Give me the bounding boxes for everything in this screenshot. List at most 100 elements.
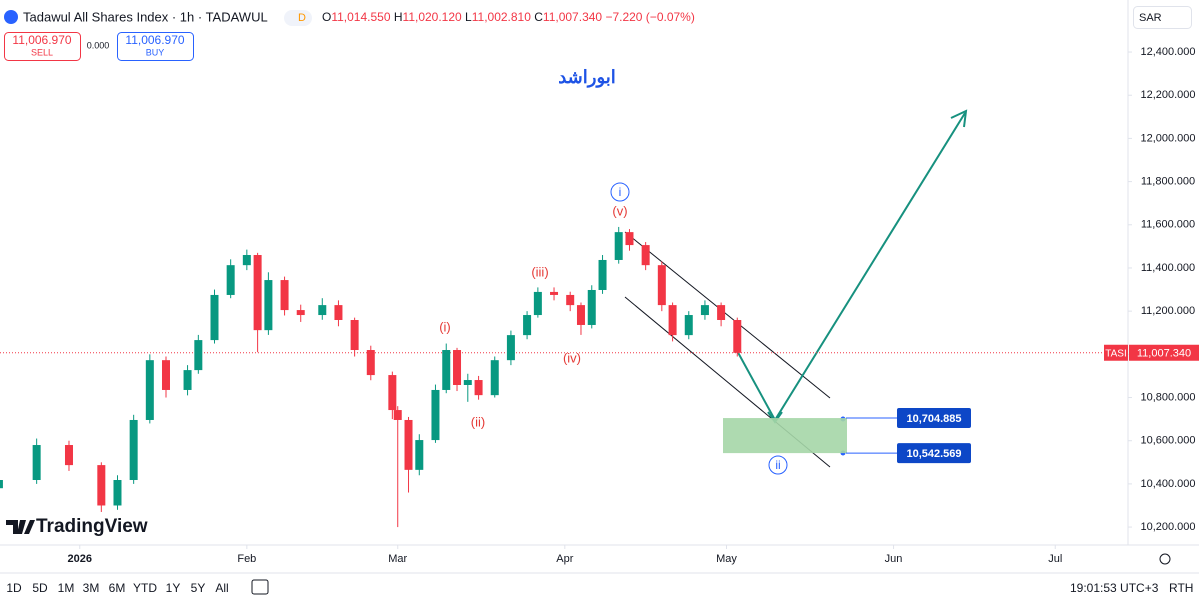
- candle-body: [587, 289, 596, 325]
- wave-label[interactable]: (iv): [563, 350, 581, 365]
- y-tick-label: 12,400.000: [1140, 46, 1195, 58]
- candle-body: [453, 350, 462, 385]
- ohlc-value: 11,014.550: [331, 10, 390, 24]
- y-tick-label: 12,200.000: [1140, 89, 1195, 101]
- ohlc: O11,014.550 H11,020.120 L11,002.810 C11,…: [322, 10, 695, 24]
- candle-body: [0, 480, 3, 489]
- x-tick-label: Apr: [556, 553, 573, 565]
- symbol-tag: TASI: [1105, 348, 1126, 359]
- ohlc-key: C: [534, 10, 543, 24]
- range-button[interactable]: 3M: [83, 581, 100, 595]
- candle-body: [183, 370, 192, 390]
- candle-body: [490, 360, 499, 396]
- candle-body: [253, 255, 262, 331]
- candle-body: [242, 255, 251, 266]
- candle-body: [474, 380, 483, 396]
- candle-body: [614, 232, 623, 260]
- y-tick-label: 10,600.000: [1140, 435, 1195, 447]
- x-tick-label: 2026: [68, 553, 92, 565]
- range-button[interactable]: 5Y: [191, 581, 206, 595]
- level-label-bg: [897, 443, 971, 464]
- author-label: ابوراشد: [558, 67, 616, 88]
- candle-body: [550, 291, 559, 295]
- channel-line[interactable]: [624, 231, 831, 399]
- buy-label: BUY: [146, 47, 165, 57]
- range-button[interactable]: 1D: [6, 581, 22, 595]
- candle-body: [129, 419, 138, 481]
- wave-circle: [610, 182, 630, 202]
- candle-body: [700, 305, 709, 316]
- sell-label: SELL: [31, 47, 53, 57]
- y-tick-label: 11,400.000: [1141, 262, 1195, 274]
- candle-body: [523, 315, 532, 336]
- wave-label[interactable]: (iii): [531, 264, 548, 279]
- wave-label[interactable]: (ii): [471, 414, 485, 429]
- candle-body: [625, 232, 634, 246]
- wave-label[interactable]: (i): [439, 319, 451, 334]
- wave-circle-label: ii: [775, 458, 780, 472]
- range-button[interactable]: YTD: [133, 581, 157, 595]
- candle-body: [717, 305, 726, 321]
- y-tick-label: 12,000.000: [1140, 132, 1195, 144]
- candle-body: [431, 389, 440, 441]
- session[interactable]: RTH: [1169, 581, 1193, 595]
- sell-button[interactable]: [4, 32, 81, 61]
- change: −7.220 (−0.07%): [605, 10, 694, 24]
- candle-body: [161, 360, 170, 390]
- candle-body: [296, 310, 305, 316]
- clock: 19:01:53 UTC+3: [1070, 581, 1159, 595]
- range-button[interactable]: 1Y: [166, 581, 181, 595]
- ohlc-key: O: [322, 10, 331, 24]
- target-zone: [723, 418, 847, 454]
- candle-body: [415, 440, 424, 470]
- candle-body: [113, 480, 122, 506]
- candle-body: [463, 380, 472, 385]
- range-button[interactable]: 5D: [32, 581, 48, 595]
- candle-body: [280, 280, 289, 311]
- candle-body: [350, 320, 359, 351]
- date-range-icon[interactable]: [251, 579, 269, 595]
- range-button[interactable]: 1M: [58, 581, 75, 595]
- settings-icon[interactable]: [1159, 553, 1171, 565]
- ohlc-value: 11,020.120: [403, 10, 462, 24]
- y-tick-label: 11,800.000: [1141, 176, 1195, 188]
- candle-body: [226, 265, 235, 295]
- candle-body: [657, 265, 666, 306]
- currency: SAR: [1139, 12, 1162, 24]
- candle-body: [684, 315, 693, 336]
- buy-button[interactable]: [117, 32, 194, 61]
- wave-circle: [768, 455, 788, 475]
- candle-body: [97, 465, 106, 506]
- symbol-logo: [4, 10, 18, 24]
- symbol-title[interactable]: Tadawul All Shares Index · 1h · TADAWUL: [23, 9, 268, 24]
- range-button[interactable]: 6M: [109, 581, 126, 595]
- candle-body: [506, 335, 515, 361]
- watermark-logo: [6, 520, 35, 534]
- y-tick-label: 10,200.000: [1140, 521, 1195, 533]
- level-label-bg: [897, 408, 971, 429]
- y-tick-label: 11,600.000: [1141, 219, 1195, 231]
- y-tick-label: 11,200.000: [1141, 305, 1195, 317]
- candle-body: [210, 294, 219, 341]
- candle-body: [32, 445, 41, 481]
- range-button[interactable]: All: [215, 581, 228, 595]
- candle-body: [318, 305, 327, 316]
- candle-body: [668, 305, 677, 336]
- candle-body: [194, 340, 203, 371]
- candle-body: [64, 445, 73, 466]
- wave-circle-label: i: [619, 185, 622, 199]
- wave-label[interactable]: (v): [612, 203, 627, 218]
- y-tick-label: 10,800.000: [1140, 391, 1195, 403]
- plot: 10,200.000 10,400.000 10,600.000 10,800.000…: [0, 46, 1199, 565]
- candle-body: [334, 305, 343, 321]
- candle-body: [566, 294, 575, 306]
- candle-body: [404, 419, 413, 470]
- candle-body: [264, 280, 273, 331]
- candle-body: [388, 375, 397, 411]
- ohlc-key: L: [465, 10, 472, 24]
- currency-button[interactable]: [1133, 6, 1192, 29]
- level-label: 10,704.885: [906, 413, 961, 425]
